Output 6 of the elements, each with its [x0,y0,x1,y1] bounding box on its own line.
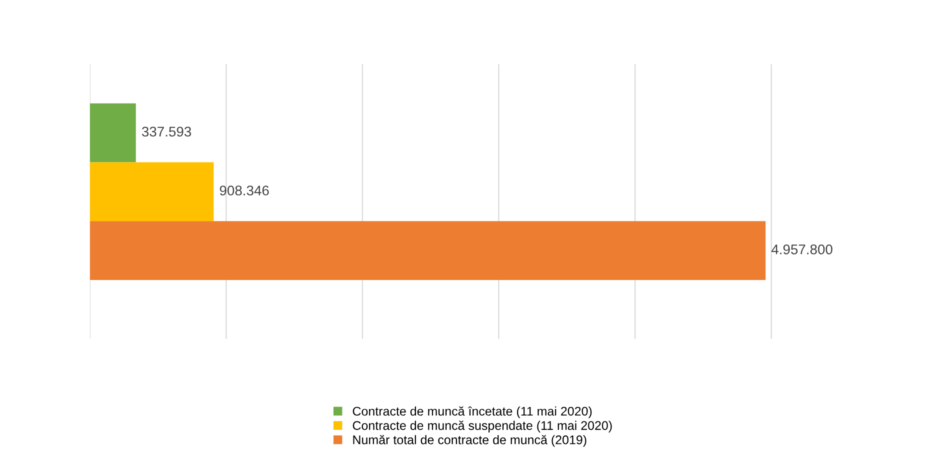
legend-label: Număr total de contracte de muncă (2019) [353,434,586,447]
data-label: 337.593 [142,126,192,137]
data-label: 908.346 [220,186,269,196]
legend-label: Contracte de muncă suspendate (11 mai 2020) [352,420,612,432]
data-label: 4.957.800 [771,244,832,254]
legend-label: Contracte de muncă încetate (11 mai 2020) [352,406,592,418]
